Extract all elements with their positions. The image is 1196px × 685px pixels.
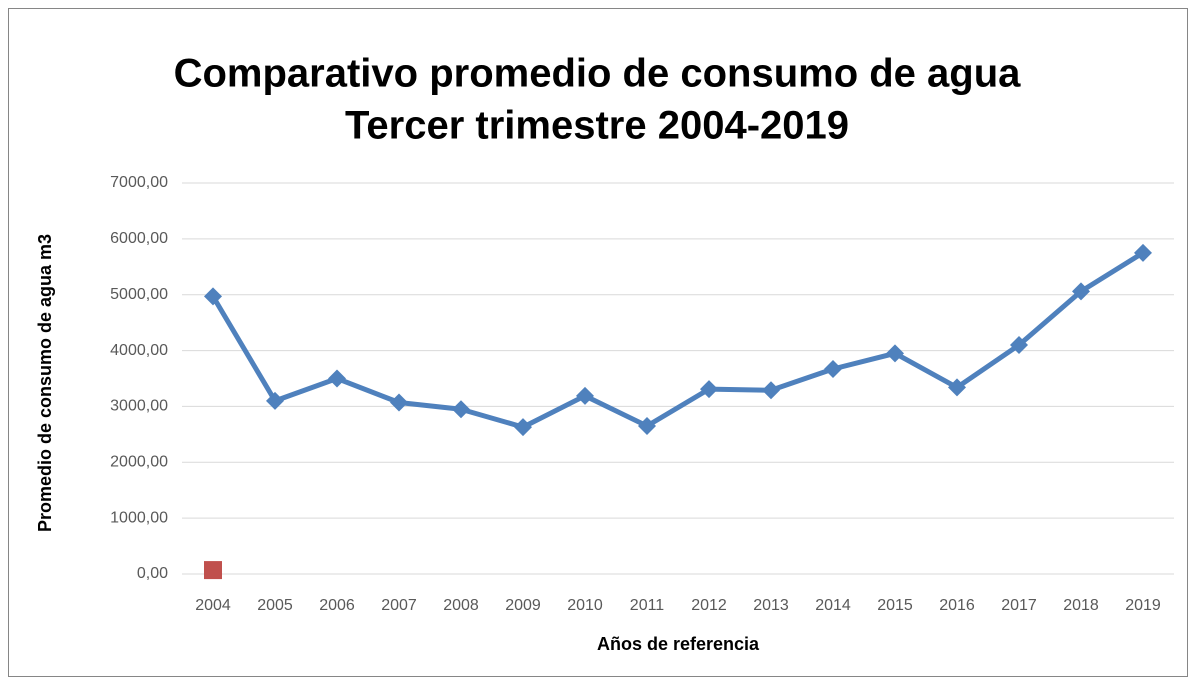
x-tick-label: 2014 xyxy=(815,597,851,614)
point xyxy=(1010,335,1028,354)
point xyxy=(266,391,284,410)
y-tick-label: 5000,00 xyxy=(110,286,168,303)
y-tick-label: 3000,00 xyxy=(110,398,168,415)
x-tick-label: 2017 xyxy=(1001,597,1037,614)
x-tick-label: 2013 xyxy=(753,597,789,614)
point xyxy=(762,381,780,400)
x-tick-label: 2008 xyxy=(443,597,479,614)
x-tick-label: 2004 xyxy=(195,597,231,614)
y-tick-label: 6000,00 xyxy=(110,230,168,247)
y-axis-label: Promedio de consumo de agua m3 xyxy=(35,234,55,532)
x-tick-label: 2018 xyxy=(1063,597,1099,614)
point xyxy=(204,561,222,580)
point xyxy=(390,393,408,412)
point xyxy=(948,378,966,397)
point xyxy=(204,287,222,306)
x-tick-label: 2005 xyxy=(257,597,293,614)
x-tick-label: 2007 xyxy=(381,597,417,614)
x-tick-label: 2010 xyxy=(567,597,603,614)
point xyxy=(824,360,842,379)
x-tick-label: 2012 xyxy=(691,597,727,614)
point xyxy=(638,416,656,435)
point xyxy=(1134,243,1152,262)
point xyxy=(886,344,904,363)
y-tick-label: 4000,00 xyxy=(110,342,168,359)
y-tick-label: 0,00 xyxy=(137,565,168,582)
x-tick-label: 2011 xyxy=(630,597,665,614)
point xyxy=(576,386,594,405)
y-tick-label: 1000,00 xyxy=(110,509,168,526)
x-tick-label: 2006 xyxy=(319,597,355,614)
series-line xyxy=(210,250,1145,430)
x-tick-label: 2016 xyxy=(939,597,975,614)
point xyxy=(328,369,346,388)
point xyxy=(514,418,532,437)
point xyxy=(1072,282,1090,301)
y-tick-label: 7000,00 xyxy=(110,174,168,191)
x-tick-label: 2015 xyxy=(877,597,913,614)
point xyxy=(700,380,718,399)
chart-subtitle: Tercer trimestre 2004-2019 xyxy=(345,104,849,148)
x-axis-label: Años de referencia xyxy=(597,634,760,654)
chart-title: Comparativo promedio de consumo de agua xyxy=(174,52,1022,96)
x-tick-label: 2019 xyxy=(1125,597,1161,614)
point xyxy=(452,400,470,419)
y-tick-label: 2000,00 xyxy=(110,454,168,471)
x-tick-label: 2009 xyxy=(505,597,541,614)
